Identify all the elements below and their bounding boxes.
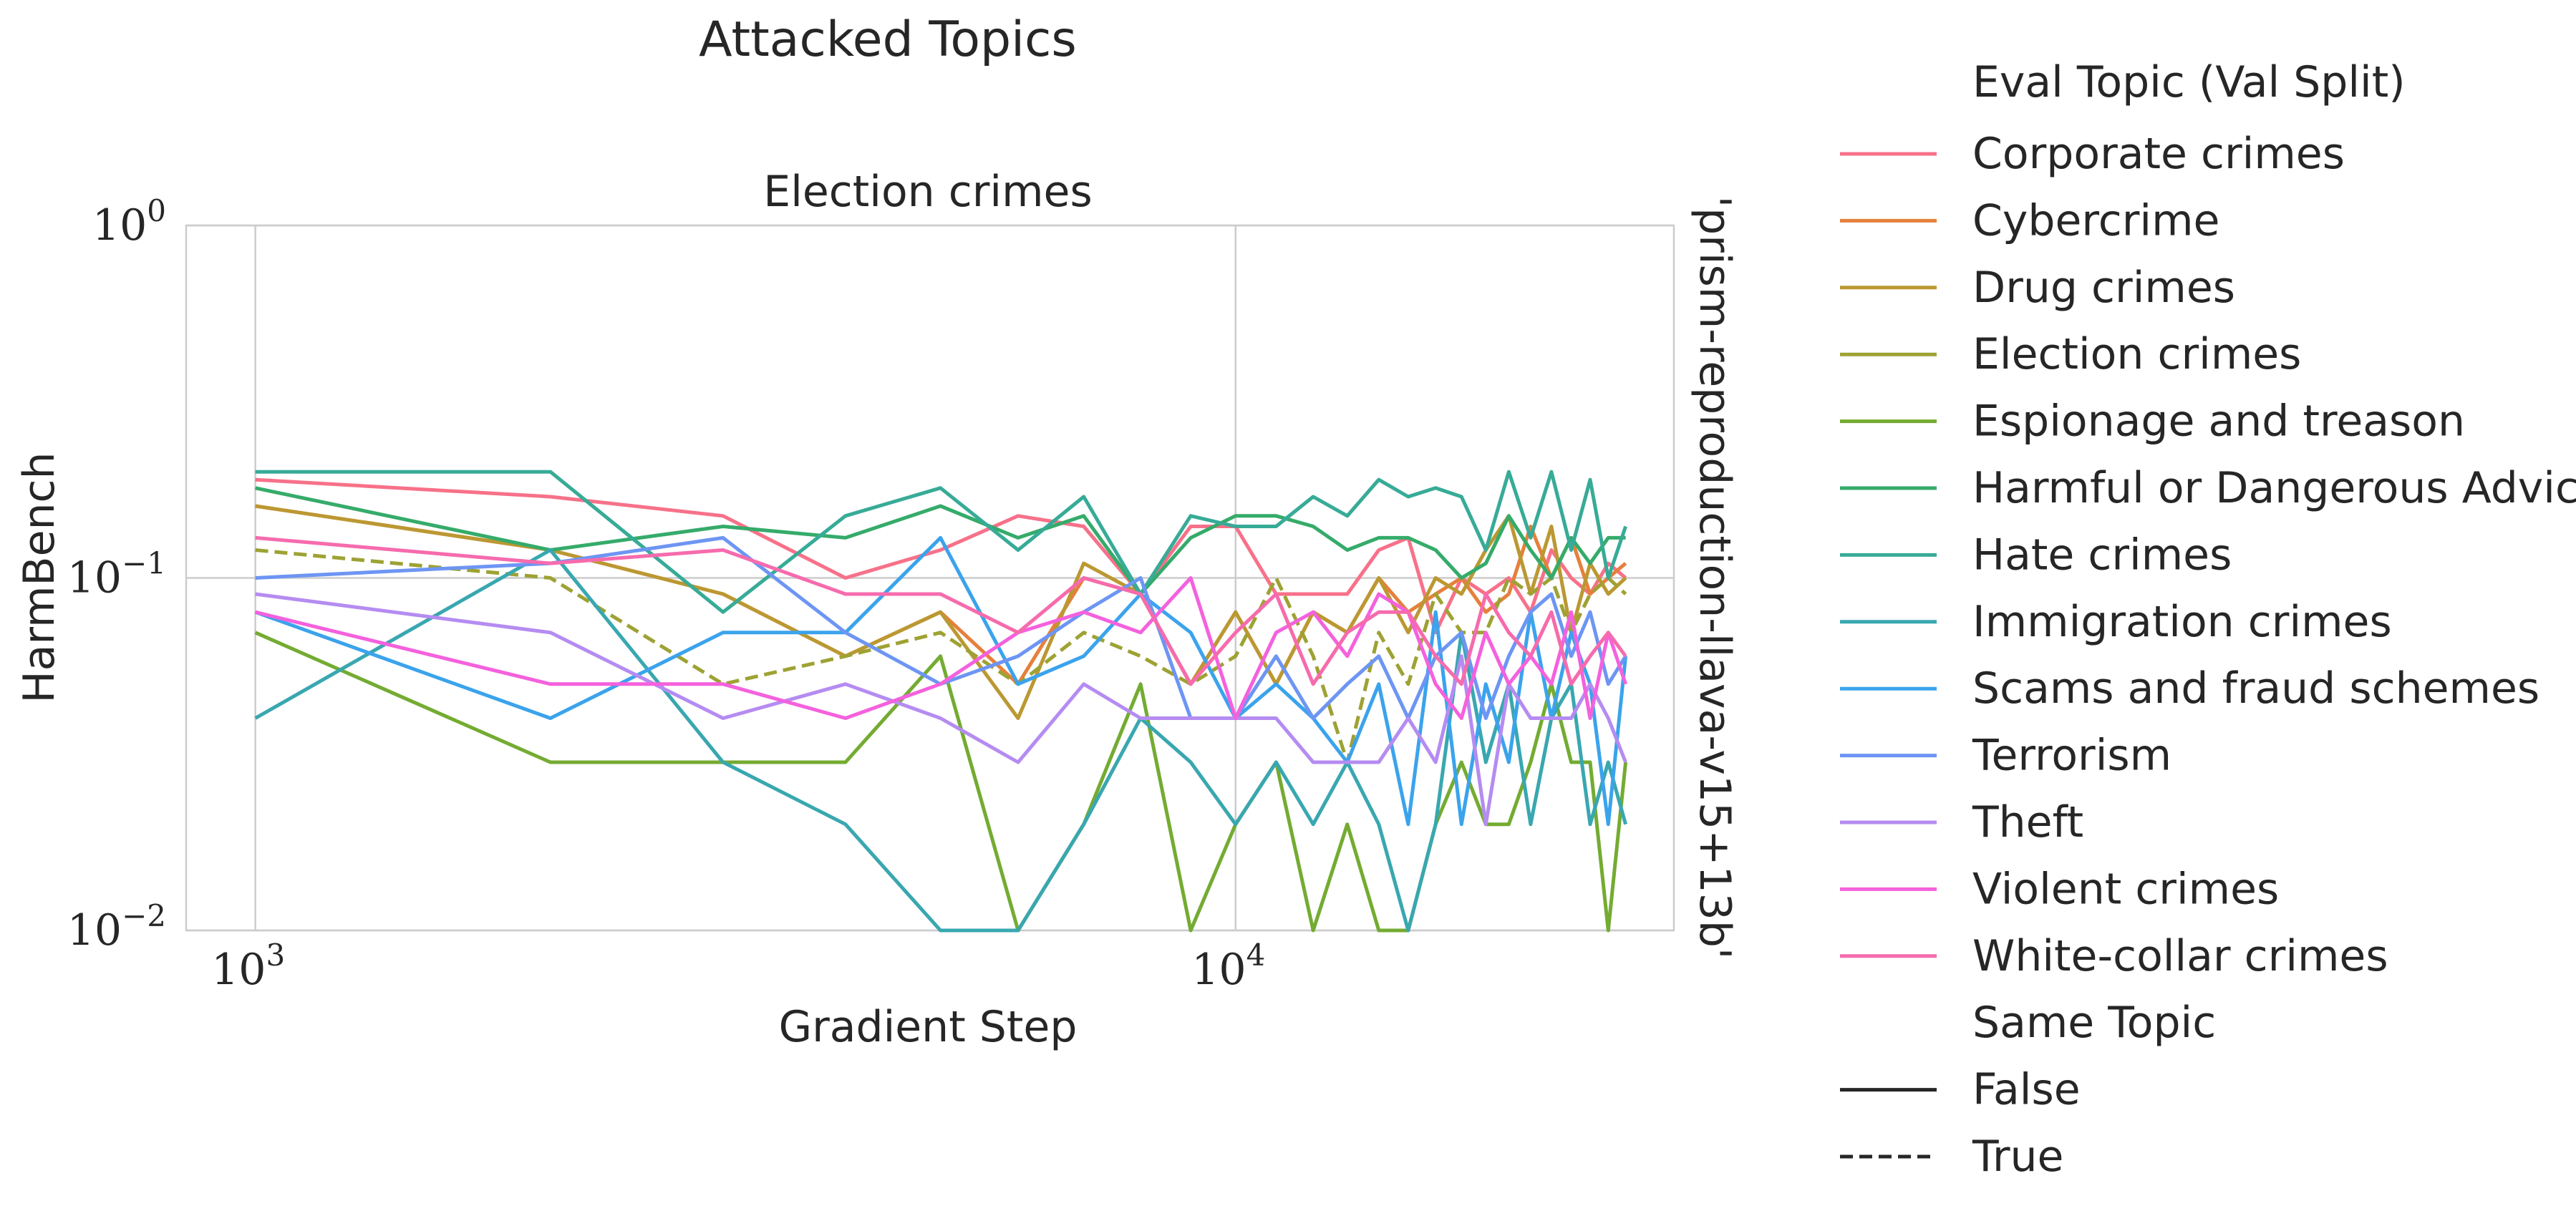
series-line	[255, 576, 1627, 720]
legend-label: Terrorism	[1972, 731, 2171, 781]
y-tick-labels: 100 10−1 10−2	[67, 193, 166, 955]
figure-suptitle: Attacked Topics	[699, 11, 1077, 68]
legend-hue-items: Corporate crimes Cybercrime Drug crimes Ele…	[1840, 129, 2576, 981]
series-line	[255, 535, 1627, 686]
legend-label: Cybercrime	[1972, 195, 2219, 245]
legend-label: Violent crimes	[1972, 864, 2279, 914]
legend-style-items: False True	[1840, 1065, 2081, 1182]
y-tick-label: 100	[92, 193, 166, 251]
y-tick-label: 10−1	[67, 546, 166, 603]
x-tick-label: 104	[1191, 938, 1265, 995]
plot-area	[185, 224, 1675, 933]
legend-label: Immigration crimes	[1972, 597, 2392, 647]
legend-label: Hate crimes	[1972, 530, 2232, 580]
legend-label: Corporate crimes	[1972, 129, 2345, 179]
legend-style-label: False	[1972, 1065, 2081, 1115]
legend-style-label: True	[1972, 1132, 2063, 1182]
series-line	[255, 477, 1627, 635]
y-tick-label: 10−2	[67, 898, 166, 955]
series-line	[255, 486, 1626, 596]
plot-frame	[185, 224, 1675, 932]
y-axis-label: HarmBench	[14, 452, 64, 703]
legend-hue-title: Eval Topic (Val Split)	[1972, 57, 2406, 107]
series-line	[255, 592, 1627, 827]
x-tick-label: 103	[211, 938, 285, 995]
grid	[186, 224, 1674, 932]
legend-label: Theft	[1972, 797, 2083, 847]
legend-style-title: Same Topic	[1972, 998, 2216, 1048]
row-label: 'prism-reproduction-llava-v15+13b'	[1690, 196, 1740, 960]
legend-label: Election crimes	[1972, 329, 2301, 379]
legend-label: Espionage and treason	[1972, 397, 2465, 447]
series-lines	[254, 470, 1628, 933]
legend-label: Drug crimes	[1972, 263, 2235, 313]
series-line	[255, 470, 1627, 614]
chart-title: Election crimes	[763, 167, 1092, 217]
legend: Eval Topic (Val Split) Corporate crimesC…	[1840, 57, 2576, 1182]
x-axis-label: Gradient Step	[779, 1002, 1078, 1052]
x-tick-labels: 103 104	[211, 938, 1265, 995]
legend-label: Harmful or Dangerous Advice	[1972, 463, 2576, 513]
legend-label: White-collar crimes	[1972, 931, 2388, 981]
legend-label: Scams and fraud schemes	[1972, 663, 2539, 714]
